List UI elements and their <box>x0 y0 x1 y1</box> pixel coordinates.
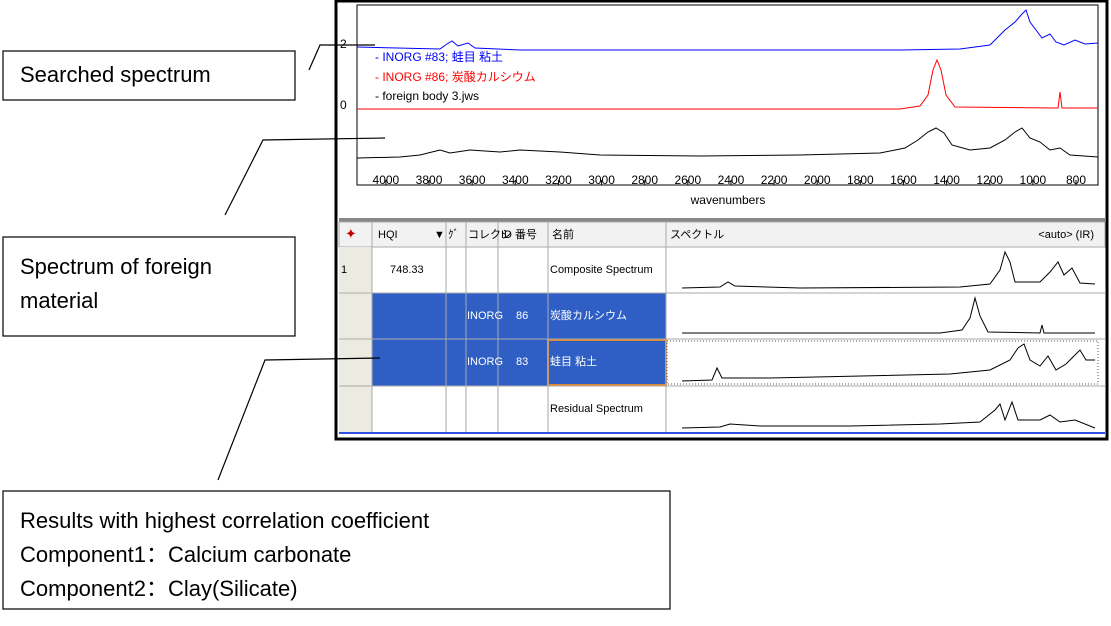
x-tick-label: 3800 <box>416 173 443 187</box>
legend-entry: - INORG #86; 炭酸カルシウム <box>375 69 536 84</box>
sort-arrow: ▼ <box>434 229 445 241</box>
callout-box <box>2 50 296 101</box>
row-index: 1 <box>341 264 347 276</box>
id-cell: 86 <box>516 310 528 322</box>
column-header: HQI <box>378 229 398 241</box>
collection-cell: INORG <box>467 310 503 322</box>
column-header: 名前 <box>552 227 574 241</box>
x-tick-label: 1000 <box>1020 173 1047 187</box>
name-cell: 炭酸カルシウム <box>550 308 627 322</box>
header-icon: ✦ <box>345 226 357 242</box>
column-header: ID 番号 <box>501 228 537 241</box>
id-cell: 83 <box>516 356 528 368</box>
name-cell: Residual Spectrum <box>550 403 643 415</box>
x-tick-label: 800 <box>1066 173 1086 187</box>
splitter <box>339 218 1105 222</box>
x-tick-label: 3400 <box>502 173 529 187</box>
y-tick-label: 2 <box>340 37 347 51</box>
x-tick-label: 3000 <box>588 173 615 187</box>
column-header: ｸﾞ <box>448 228 459 241</box>
x-tick-label: 1800 <box>847 173 874 187</box>
callout-text: material <box>20 288 98 313</box>
x-axis-label: wavenumbers <box>690 193 766 207</box>
x-tick-label: 2400 <box>718 173 745 187</box>
spectrum-inorg-86 <box>357 58 1098 110</box>
name-cell: 蛙目 粘土 <box>550 354 597 368</box>
x-tick-label: 1400 <box>933 173 960 187</box>
callout-text: Results with highest correlation coeffic… <box>20 508 429 533</box>
callout-box <box>2 490 671 610</box>
spectrum-inorg-83 <box>356 9 1099 51</box>
callout-text: Spectrum of foreign <box>20 254 212 279</box>
x-tick-label: 2800 <box>631 173 658 187</box>
name-cell: Composite Spectrum <box>550 264 653 276</box>
callout-leaders <box>217 44 386 481</box>
x-tick-label: 2000 <box>804 173 831 187</box>
x-tick-label: 3200 <box>545 173 572 187</box>
x-tick-label: 3600 <box>459 173 486 187</box>
hqi-cell: 748.33 <box>390 264 424 276</box>
x-tick-label: 2200 <box>761 173 788 187</box>
x-tick-label: 1200 <box>976 173 1003 187</box>
table-grid <box>339 222 1105 432</box>
callout-text: Component1：Calcium carbonate <box>20 542 351 567</box>
collection-cell: INORG <box>467 356 503 368</box>
x-axis: 4000 3800 3600 3400 3200 3000 2800 2600 2400 2200… <box>373 173 1087 187</box>
callout-text: Component2：Clay(Silicate) <box>20 576 298 601</box>
legend-entry: - foreign body 3.jws <box>375 89 479 103</box>
column-header: <auto> (IR) <box>1038 229 1094 241</box>
row-spectra <box>681 250 1096 429</box>
plot-frame <box>356 4 1099 186</box>
x-tick-label: 4000 <box>373 173 400 187</box>
table-header <box>338 221 1106 248</box>
column-header: スペクトル <box>670 228 724 241</box>
spectrum-foreign-body <box>356 127 1099 159</box>
column-header: コレクシ <box>468 228 512 241</box>
x-tick-label: 2600 <box>674 173 701 187</box>
legend-entry: - INORG #83; 蛙目 粘土 <box>375 49 503 64</box>
x-tick-label: 1600 <box>890 173 917 187</box>
callout-box <box>2 236 296 337</box>
callout-text: Searched spectrum <box>20 62 211 87</box>
y-tick-label: 0 <box>340 98 347 112</box>
